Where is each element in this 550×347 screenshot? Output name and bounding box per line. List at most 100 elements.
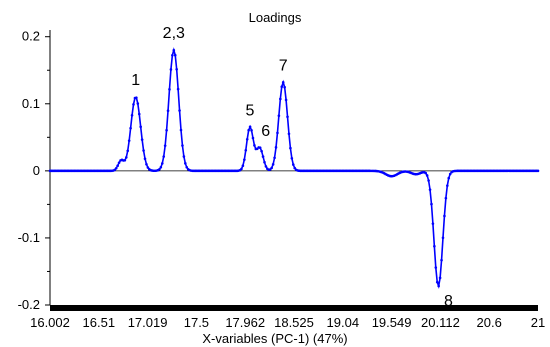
data-point — [253, 144, 256, 147]
data-point — [181, 144, 184, 147]
data-point — [117, 161, 121, 164]
y-tick-label: 0.1 — [22, 96, 40, 111]
data-point — [165, 128, 168, 132]
data-point — [240, 167, 243, 171]
data-point — [425, 174, 429, 177]
data-point — [427, 179, 430, 182]
data-point — [438, 276, 442, 280]
data-point — [137, 112, 141, 116]
x-tick-label: 19.04 — [327, 315, 360, 330]
data-point — [178, 109, 181, 112]
data-point — [277, 114, 281, 118]
data-point — [162, 155, 166, 158]
data-point — [245, 137, 249, 141]
data-point — [243, 158, 246, 161]
data-point — [182, 155, 186, 158]
data-point — [430, 202, 433, 206]
data-point — [289, 146, 292, 150]
data-point — [274, 146, 278, 149]
data-point — [169, 68, 173, 71]
data-point — [132, 103, 135, 106]
data-point — [179, 128, 183, 132]
x-axis: 16.002 16.51 17.019 17.5 17.962 18.525 19.04 19… — [30, 305, 545, 330]
data-point — [241, 164, 245, 168]
data-point — [258, 146, 262, 150]
chart-title: Loadings — [249, 10, 302, 25]
peak-label: 6 — [261, 123, 270, 140]
data-point — [171, 54, 174, 57]
y-tick-label: -0.2 — [18, 297, 40, 312]
x-tick-label: 17.019 — [128, 315, 168, 330]
data-point — [139, 125, 142, 129]
data-point — [124, 156, 128, 159]
data-point — [428, 188, 432, 191]
data-point — [264, 165, 268, 168]
data-point — [435, 280, 439, 284]
data-point — [270, 166, 273, 170]
data-point — [280, 85, 284, 88]
data-point — [142, 149, 145, 152]
data-point — [283, 85, 286, 89]
data-point — [286, 115, 289, 119]
peak-label: 1 — [131, 72, 140, 89]
data-point — [536, 169, 540, 173]
x-tick-label: 16.002 — [30, 315, 70, 330]
data-point — [135, 96, 138, 100]
data-point — [145, 162, 148, 166]
data-point — [184, 162, 187, 165]
data-point — [441, 236, 445, 240]
x-tick-label: 17.5 — [184, 315, 209, 330]
data-point — [129, 126, 132, 130]
data-point — [434, 266, 438, 269]
data-point — [287, 132, 291, 136]
x-axis-bar — [50, 305, 538, 311]
data-point — [261, 155, 265, 158]
data-point — [159, 166, 163, 169]
data-point — [248, 125, 252, 129]
peak-label: 5 — [246, 102, 255, 119]
data-point — [276, 131, 279, 135]
data-point — [158, 168, 161, 171]
data-point — [175, 68, 178, 71]
data-point — [247, 128, 250, 132]
y-tick-label: 0 — [33, 163, 40, 178]
data-point — [284, 98, 288, 102]
data-point — [172, 48, 176, 52]
data-point — [281, 81, 285, 84]
data-point — [291, 163, 295, 166]
data-point — [146, 166, 150, 169]
data-point — [136, 102, 140, 105]
data-point — [251, 136, 255, 140]
series-group — [48, 47, 540, 290]
data-point — [116, 164, 119, 167]
data-point — [271, 163, 275, 166]
data-point — [260, 149, 263, 153]
data-point — [290, 156, 294, 160]
data-point — [431, 222, 435, 225]
x-axis-label: X-variables (PC-1) (47%) — [202, 331, 347, 346]
data-point — [160, 162, 164, 165]
data-point — [443, 214, 446, 218]
y-axis: 0.2 0.1 0 -0.1 -0.2 — [18, 29, 51, 312]
data-point — [143, 157, 147, 161]
data-point — [279, 97, 282, 101]
data-point — [168, 88, 171, 91]
y-tick-label: -0.1 — [18, 230, 40, 245]
x-tick-label: 17.962 — [225, 315, 265, 330]
data-point — [263, 160, 266, 164]
data-point — [166, 109, 170, 113]
data-point — [173, 53, 177, 57]
data-point — [446, 184, 449, 187]
peak-label: 8 — [444, 293, 453, 310]
data-point — [437, 284, 440, 288]
data-point — [440, 258, 443, 262]
data-point — [250, 129, 253, 132]
peak-label: 2,3 — [163, 25, 185, 42]
peak-label: 7 — [279, 57, 288, 74]
y-tick-label: 0.2 — [22, 29, 40, 44]
x-tick-label: 18.525 — [274, 315, 314, 330]
data-point — [433, 244, 436, 248]
data-point — [114, 166, 118, 170]
data-point — [127, 139, 131, 142]
